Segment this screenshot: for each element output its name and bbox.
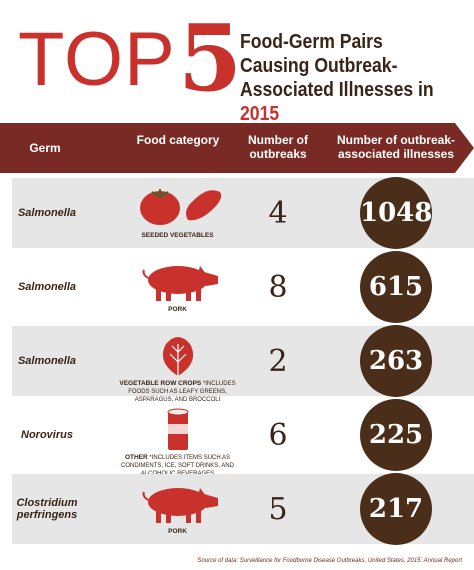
title-subtitle: Food-Germ Pairs Causing Outbreak-Associa…	[240, 30, 442, 126]
category-label: SEEDED VEGETABLES	[141, 232, 214, 239]
column-header: Food category	[136, 133, 220, 147]
outbreaks: 6	[268, 418, 288, 453]
food-icon	[118, 406, 238, 452]
title-top: TOP	[18, 17, 176, 102]
subtitle-year: 2015	[240, 103, 280, 125]
source: Source of data: Surveillance for Foodbor…	[197, 558, 462, 564]
germ: Salmonella	[17, 207, 77, 219]
column-header: Number of outbreak-associated illnesses	[336, 133, 455, 161]
germ: Norovirus	[21, 429, 73, 441]
illnesses: 263	[360, 325, 432, 397]
category-label: PORK	[168, 306, 187, 313]
food-category: PORK	[115, 528, 240, 536]
food-category: SEEDED VEGETABLES	[115, 232, 240, 240]
icon	[167, 408, 189, 450]
header-bar-shape	[0, 123, 474, 173]
food-icon	[118, 184, 238, 230]
germ: Salmonella	[17, 281, 77, 293]
outbreaks: 4	[268, 196, 288, 231]
germ: Salmonella	[17, 355, 77, 367]
category-label: VEGETABLE ROW CROPS	[119, 380, 202, 387]
illnesses: 217	[360, 473, 432, 545]
column-header: Number of outbreaks	[248, 133, 308, 161]
illnesses: 225	[360, 399, 432, 471]
outbreaks: 5	[268, 492, 288, 527]
icon	[162, 337, 194, 376]
icon	[142, 488, 218, 523]
food-category: VEGETABLE ROW CROPS *INCLUDES FOODS SUCH…	[115, 380, 240, 404]
germ: Clostridium perfringens	[16, 497, 78, 521]
food-icon	[118, 258, 238, 304]
icon	[140, 189, 222, 225]
food-icon	[118, 332, 238, 378]
outbreaks: 8	[268, 270, 288, 305]
outbreaks: 2	[268, 344, 288, 379]
category-note: *INCLUDES FOODS SUCH AS LEAFY GREENS, AS…	[128, 381, 236, 403]
header-bar	[0, 123, 474, 173]
title-number: 5	[178, 4, 243, 112]
category-label: PORK	[168, 528, 187, 535]
illnesses: 1048	[360, 177, 432, 249]
category-label: OTHER	[124, 454, 148, 461]
column-header: Germ	[29, 141, 61, 155]
illnesses: 615	[360, 251, 432, 323]
subtitle-text: Food-Germ Pairs Causing Outbreak-Associa…	[240, 31, 434, 101]
icon	[142, 266, 218, 301]
food-category: PORK	[115, 306, 240, 314]
food-icon	[118, 480, 238, 526]
